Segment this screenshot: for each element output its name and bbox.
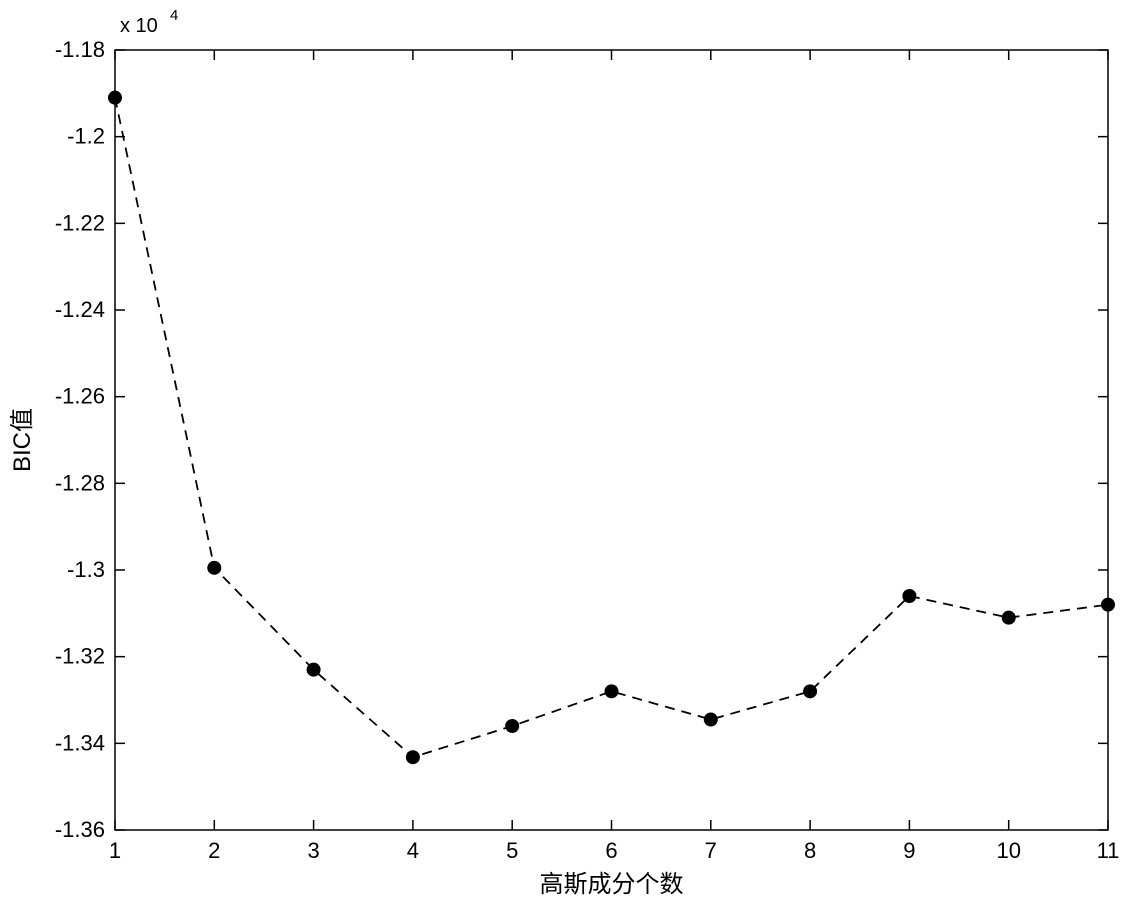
x-axis-label: 高斯成分个数 [540, 871, 684, 898]
data-point [1002, 611, 1015, 624]
x-tick-label: 5 [506, 838, 518, 863]
x-tick-label: 1 [109, 838, 121, 863]
data-point [1102, 598, 1115, 611]
data-point [109, 91, 122, 104]
y-tick-label: -1.3 [67, 557, 105, 582]
x-tick-label: 9 [903, 838, 915, 863]
y-multiplier: x 10 4 [120, 7, 178, 37]
y-tick-label: -1.24 [55, 297, 105, 322]
y-tick-label: -1.28 [55, 470, 105, 495]
data-point [506, 720, 519, 733]
data-point [903, 590, 916, 603]
y-tick-label: -1.2 [67, 124, 105, 149]
x-tick-label: 3 [307, 838, 319, 863]
x-tick-label: 2 [208, 838, 220, 863]
data-point [307, 663, 320, 676]
plot-box [115, 50, 1108, 830]
y-axis-label: BIC值 [9, 408, 36, 472]
y-tick-label: -1.22 [55, 210, 105, 235]
svg-text:4: 4 [170, 7, 178, 24]
series-line [115, 98, 1108, 758]
y-tick-label: -1.32 [55, 644, 105, 669]
chart-svg: 1 2 3 4 5 6 7 8 9 10 11 -1.36 -1.34 -1.32 -1.3 -1.28 -1.… [0, 0, 1134, 911]
data-point [406, 751, 419, 764]
x-tick-label: 6 [605, 838, 617, 863]
y-tick-label: -1.34 [55, 730, 105, 755]
y-tick-label: -1.26 [55, 384, 105, 409]
bic-vs-components-chart: 1 2 3 4 5 6 7 8 9 10 11 -1.36 -1.34 -1.32 -1.3 -1.28 -1.… [0, 0, 1134, 911]
x-tick-label: 11 [1097, 838, 1120, 863]
data-point [208, 561, 221, 574]
data-point [605, 685, 618, 698]
x-tick-label: 8 [804, 838, 816, 863]
svg-text:x 10: x 10 [120, 15, 158, 37]
x-tick-label: 7 [705, 838, 717, 863]
x-tick-label: 10 [996, 838, 1020, 863]
y-tick-label: -1.36 [55, 817, 105, 842]
x-tick-label: 4 [407, 838, 419, 863]
data-point [804, 685, 817, 698]
y-tick-label: -1.18 [55, 37, 105, 62]
data-point [704, 713, 717, 726]
